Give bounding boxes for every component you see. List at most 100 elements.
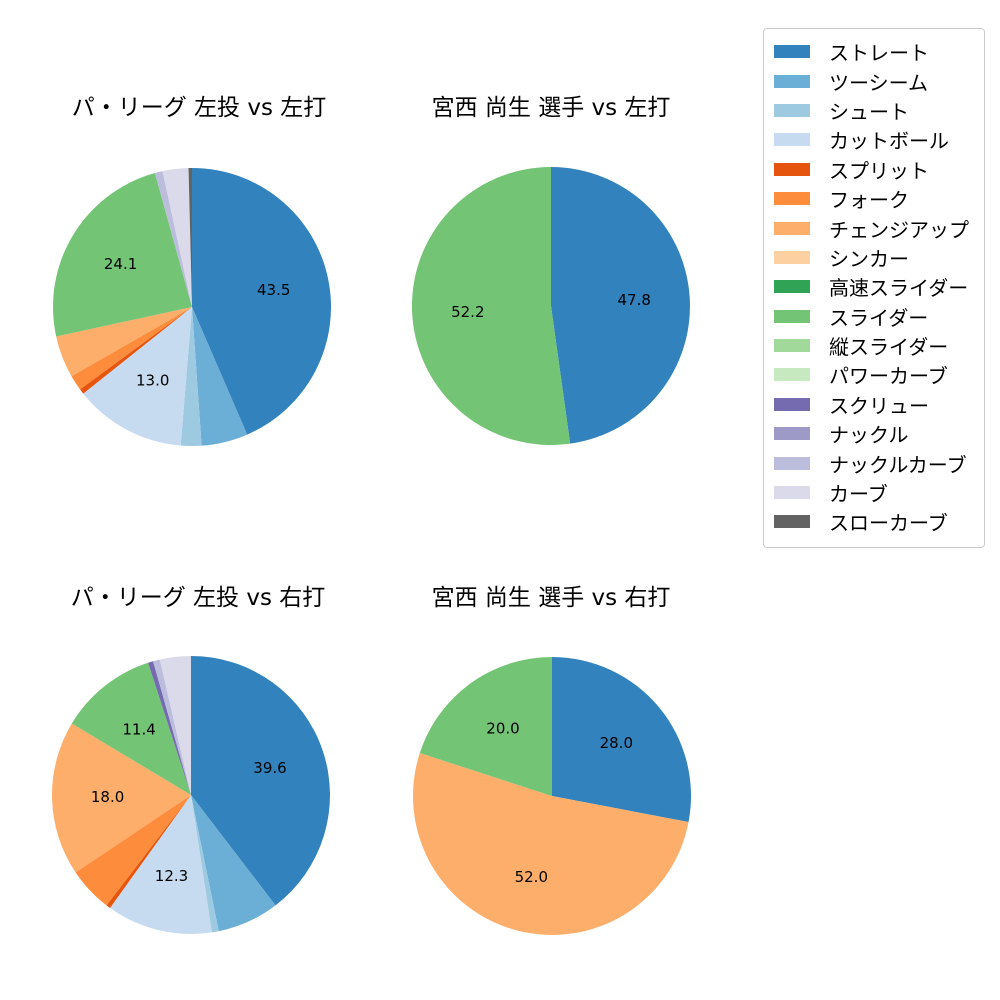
pie-slice-チェンジアップ — [51, 723, 191, 873]
legend-item: ナックルカーブ — [774, 448, 976, 477]
pie-slice-スクリュー — [148, 661, 191, 795]
pie-slice-ストレート — [192, 168, 332, 435]
legend-item: フォーク — [774, 184, 976, 213]
legend-swatch — [774, 515, 810, 529]
legend-swatch — [774, 456, 810, 470]
legend-swatch — [774, 339, 810, 353]
legend-item: 高速スライダー — [774, 272, 976, 301]
pie-slice-フォーク — [71, 307, 192, 390]
legend-swatch — [774, 309, 810, 323]
legend-item: スクリュー — [774, 390, 976, 419]
pct-label: 52.2 — [451, 303, 484, 321]
pct-label: 52.0 — [515, 868, 548, 886]
pct-label: 20.0 — [486, 720, 519, 738]
pct-label: 47.8 — [617, 291, 650, 309]
pie-slice-ツーシーム — [191, 795, 276, 932]
pct-label: 24.1 — [104, 255, 137, 273]
pct-label: 43.5 — [257, 281, 290, 299]
legend-item-label: スプリット — [829, 158, 929, 183]
chart-title-pa-league-lhp-vs-rhb: パ・リーグ 左投 vs 右打 — [70, 585, 326, 611]
legend-swatch — [774, 427, 810, 441]
pie-slice-ナックルカーブ — [153, 659, 191, 795]
legend-swatch — [774, 486, 810, 500]
pie-chart-pa-league-lhp-vs-rhb: 39.6 12.3 18.0 11.4 — [51, 656, 330, 934]
legend-swatch — [774, 368, 810, 382]
legend-item: シュート — [774, 96, 976, 125]
legend-item-label: シュート — [829, 99, 909, 124]
pie-slice-スライダー — [71, 662, 191, 795]
legend-item: ナックル — [774, 419, 976, 448]
pie-chart-miyanishi-vs-rhb: 28.0 52.0 20.0 — [413, 657, 692, 935]
chart-title-miyanishi-vs-rhb: 宮西 尚生 選手 vs 右打 — [431, 585, 671, 611]
legend-swatch — [774, 45, 810, 59]
legend-item: カーブ — [774, 478, 976, 507]
legend-swatch — [774, 162, 810, 176]
legend-item: シンカー — [774, 243, 976, 272]
legend: ストレートツーシームシュートカットボール スプリットフォークチェンジアップ シンカー… — [763, 28, 985, 548]
legend-item: スローカーブ — [774, 507, 976, 536]
legend-item-label: 高速スライダー — [829, 276, 969, 301]
pie-slice-カットボール — [83, 307, 192, 446]
legend-item: スライダー — [774, 302, 976, 331]
pie-slice-ストレート — [552, 657, 692, 823]
legend-swatch — [774, 280, 810, 294]
pie-slice-スプリット — [106, 795, 191, 908]
pct-label: 39.6 — [253, 759, 286, 777]
pie-slice-チェンジアップ — [413, 753, 689, 935]
legend-item-label: スクリュー — [829, 393, 929, 418]
pie-chart-pa-league-lhp-vs-lhb: 43.5 13.0 24.1 — [52, 167, 332, 447]
pie-slice-チェンジアップ — [56, 307, 192, 377]
chart-title-pa-league-lhp-vs-lhb: パ・リーグ 左投 vs 左打 — [71, 95, 327, 121]
legend-item-label: パワーカーブ — [829, 364, 948, 389]
legend-item: スプリット — [774, 155, 976, 184]
legend-item-label: フォーク — [829, 188, 909, 213]
legend-swatch — [774, 221, 810, 235]
legend-item: ストレート — [774, 37, 976, 66]
legend-item-label: シンカー — [829, 246, 909, 271]
pie-slice-フォーク — [75, 795, 191, 906]
pie-slice-スプリット — [80, 307, 192, 394]
pct-label: 18.0 — [91, 788, 124, 806]
legend-item: チェンジアップ — [774, 213, 976, 242]
pie-slice-ストレート — [551, 167, 690, 444]
legend-swatch — [774, 74, 810, 88]
pct-label: 11.4 — [122, 721, 155, 739]
legend-item: パワーカーブ — [774, 360, 976, 389]
legend-item: カットボール — [774, 125, 976, 154]
chart-title-miyanishi-vs-lhb: 宮西 尚生 選手 vs 左打 — [431, 95, 671, 121]
pct-label: 12.3 — [155, 867, 188, 885]
legend-item: 縦スライダー — [774, 331, 976, 360]
pie-slice-カーブ — [159, 656, 191, 795]
legend-item-label: スライダー — [829, 305, 929, 330]
pie-slice-カットボール — [110, 795, 212, 934]
legend-item-label: カーブ — [829, 482, 888, 507]
pie-slice-スライダー — [419, 657, 552, 796]
pie-slice-ナックルカーブ — [154, 171, 192, 307]
legend-item-label: スローカーブ — [829, 511, 948, 536]
legend-item-label: カットボール — [829, 129, 949, 154]
pie-slice-スローカーブ — [188, 167, 192, 307]
pie-chart-miyanishi-vs-lhb: 47.8 52.2 — [411, 166, 690, 445]
legend-item-label: ツーシーム — [829, 70, 928, 95]
pie-slice-シュート — [191, 795, 219, 933]
legend-item: ツーシーム — [774, 66, 976, 95]
legend-swatch — [774, 103, 810, 117]
legend-item-label: チェンジアップ — [829, 217, 969, 242]
pie-slice-シュート — [180, 307, 202, 447]
legend-item-label: ストレート — [829, 41, 929, 66]
pie-slice-ストレート — [191, 656, 330, 906]
legend-swatch — [774, 397, 810, 411]
legend-item-label: 縦スライダー — [829, 335, 949, 360]
legend-swatch — [774, 250, 810, 264]
legend-swatch — [774, 133, 810, 147]
pie-slice-スライダー — [411, 166, 571, 445]
legend-item-label: ナックルカーブ — [829, 452, 967, 477]
pct-label: 28.0 — [600, 734, 633, 752]
pie-slice-スライダー — [52, 173, 193, 337]
pct-label: 13.0 — [136, 372, 169, 390]
legend-swatch — [774, 192, 810, 206]
legend-item-label: ナックル — [829, 423, 909, 448]
pie-slice-カーブ — [162, 168, 192, 307]
pie-slice-ツーシーム — [192, 307, 248, 446]
